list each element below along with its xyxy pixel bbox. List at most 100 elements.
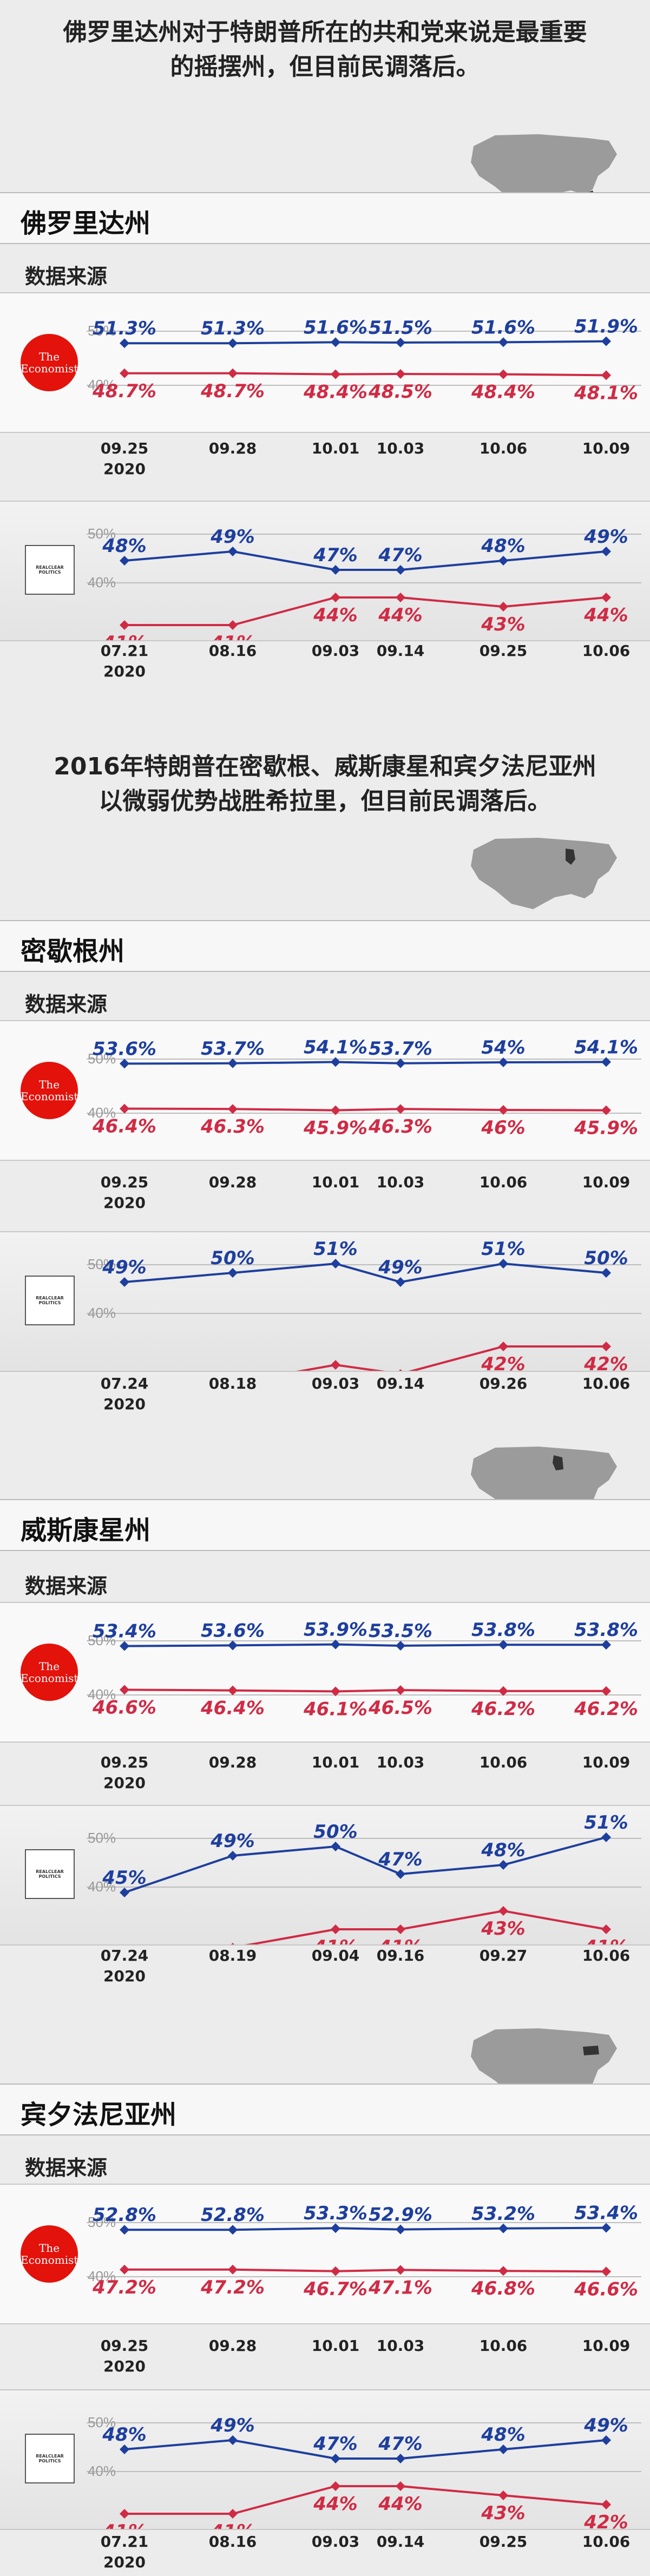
blue-series-line	[124, 2439, 607, 2460]
data-label: 49%	[102, 1257, 146, 1278]
data-point	[228, 547, 238, 556]
data-label: 47%	[313, 544, 357, 566]
state-title: 密歇根州	[21, 936, 125, 967]
x-tick-label: 09.25	[100, 1173, 149, 1191]
data-label: 48%	[481, 535, 525, 557]
x-tick-label: 10.06	[582, 1947, 631, 1964]
data-label: 51.3%	[201, 318, 265, 339]
data-point	[331, 1259, 340, 1269]
us-map-pennsylvania	[471, 2028, 617, 2100]
line-chart: 50%40%51.3% 51.3% 51.6% 51.5% 51.6% 51.9%48.7…	[87, 316, 641, 404]
data-point	[396, 1685, 405, 1695]
line-chart: 50%40%45%49%50%47%48%51%35%39%41%41%43%4…	[87, 1812, 641, 1944]
data-label: 53.4%	[93, 1621, 156, 1642]
data-label: 53.4%	[574, 2203, 638, 2224]
headline-1-line-2: 的摇摆州，但目前民调落后。	[170, 53, 480, 81]
data-label: 53.3%	[304, 2203, 367, 2224]
data-point	[498, 1105, 508, 1115]
x-tick-label: 09.27	[479, 1947, 528, 1964]
chart-panel: The Economist 50% 40% 53.4% 53.6% 53.9% 53.5% 53…	[0, 1602, 650, 1743]
data-point	[228, 2225, 238, 2235]
data-label: 47.1%	[368, 2277, 432, 2298]
data-label: 42%	[583, 1353, 628, 1371]
data-point	[601, 1268, 611, 1278]
data-label: 49%	[583, 526, 628, 548]
data-point	[498, 337, 508, 347]
data-label: 43%	[481, 2502, 525, 2524]
y-tick-label: 40%	[88, 2268, 116, 2284]
data-point	[228, 1640, 238, 1651]
date-axis: 07.21 08.16 09.03 09.14 09.25 10.06 2020	[0, 2533, 650, 2571]
data-point	[120, 368, 129, 378]
y-tick-label: 50%	[88, 2414, 116, 2430]
x-tick-label: 09.04	[311, 1947, 360, 1964]
y-tick-label: 50%	[88, 1050, 116, 1067]
data-point	[498, 2266, 508, 2276]
x-tick-label: 09.25	[100, 2337, 149, 2355]
x-tick-label: 09.28	[208, 1753, 257, 1771]
blue-series-line	[124, 2226, 607, 2231]
data-label: 46.4%	[200, 1698, 265, 1719]
data-label: 52.9%	[369, 2204, 432, 2226]
data-label: 41%	[102, 632, 146, 640]
data-label: 49%	[583, 2415, 628, 2436]
data-point	[396, 1104, 405, 1114]
y-tick-label: 50%	[88, 2214, 116, 2230]
data-label: 47%	[378, 2433, 422, 2455]
headline-2: 2016年特朗普在密歇根、威斯康星和宾夕法尼亚州 以微弱优势战胜希拉里，但目前民…	[0, 750, 650, 819]
blue-series-line	[124, 1836, 607, 1894]
x-tick-label: 09.26	[479, 1375, 528, 1392]
data-point	[498, 602, 508, 612]
data-label: 54%	[481, 1037, 525, 1059]
data-label: 46.5%	[368, 1697, 432, 1719]
data-label: 46.2%	[471, 1698, 535, 1720]
headline-1: 佛罗里达州对于特朗普所在的共和党来说是最重要 的摇摆州，但目前民调落后。	[0, 15, 650, 84]
data-point	[228, 338, 238, 349]
state-title: 威斯康星州	[21, 1515, 151, 1546]
data-label: 49%	[210, 2415, 254, 2436]
date-axis: 07.21 08.16 09.03 09.14 09.25 10.06 2020	[0, 642, 650, 680]
data-label: 47.2%	[92, 2277, 156, 2298]
data-label: 48.7%	[92, 380, 156, 402]
data-label: 43%	[481, 614, 525, 635]
data-label: 47%	[378, 1849, 422, 1870]
line-chart: 50% 40% 53.4% 53.6% 53.9% 53.5% 53.8% 53.8% 46.6…	[87, 1619, 641, 1720]
y-tick-label: 40%	[88, 2463, 116, 2479]
economist-logo: The Economist	[21, 1062, 78, 1119]
data-label: 51.5%	[369, 317, 432, 339]
data-point	[396, 1058, 405, 1068]
data-point	[396, 338, 405, 347]
x-tick-label: 07.24	[100, 1375, 149, 1392]
data-label: 51%	[313, 1238, 357, 1260]
data-point	[601, 2223, 611, 2233]
x-tick-label: 10.09	[582, 1173, 631, 1191]
x-tick-label: 10.03	[376, 1173, 425, 1191]
data-label: 44%	[313, 2493, 357, 2515]
date-axis: 09.25 09.28 10.01 10.03 10.06 10.09 2020	[0, 2337, 650, 2375]
data-point	[396, 1869, 405, 1879]
data-label: 46%	[481, 1117, 525, 1139]
red-series-line	[245, 1909, 607, 1944]
data-point	[228, 1058, 238, 1068]
x-tick-label: 10.01	[311, 1173, 360, 1191]
year-label: 2020	[103, 1774, 146, 1792]
red-series-line	[124, 596, 607, 626]
year-label: 2020	[103, 1395, 146, 1413]
line-chart: 50%40%49%50%51%49%51%50%37%38%40%39%42%4…	[87, 1238, 641, 1371]
data-label: 44%	[583, 604, 628, 626]
data-point	[228, 2509, 238, 2519]
data-label: 53.6%	[93, 1038, 156, 1060]
data-point	[498, 1860, 508, 1870]
data-label: 48.4%	[471, 382, 535, 403]
y-tick-label: 50%	[88, 1830, 116, 1846]
year-label: 2020	[103, 1967, 146, 1985]
x-tick-label: 10.09	[582, 1753, 631, 1771]
blue-series-line	[124, 1262, 607, 1284]
state-header-wisconsin: 威斯康星州	[0, 1499, 650, 1551]
data-point	[331, 1057, 340, 1067]
data-point	[396, 1924, 405, 1934]
x-tick-label: 10.06	[479, 439, 528, 457]
state-header-michigan: 密歇根州	[0, 920, 650, 972]
year-label: 2020	[103, 460, 146, 478]
data-point	[331, 1924, 340, 1934]
